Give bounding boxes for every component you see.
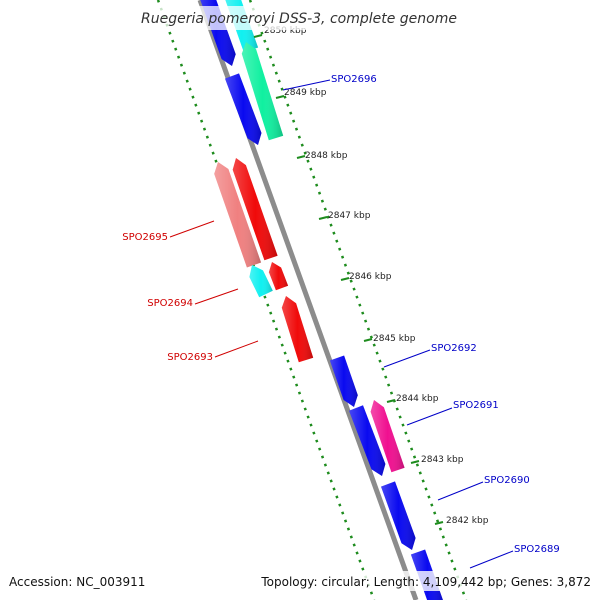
topology-summary: Topology: circular; Length: 4,109,442 bp… [260, 575, 591, 589]
title-backdrop [140, 6, 458, 30]
tick-label: 2848 kbp [305, 151, 348, 161]
gene-feature-teal-spo2696-shading [241, 42, 284, 141]
tick-mark [340, 277, 350, 281]
gene-feature-blue-spo2690-shading [381, 481, 416, 550]
gene-leader-lines [169, 79, 514, 569]
leader-spo2696 [282, 79, 331, 91]
footer-backdrop-right [258, 571, 596, 591]
tick-label: 2844 kbp [396, 394, 439, 404]
tick-label: 2847 kbp [328, 211, 371, 221]
map-title: Ruegeria pomeroyi DSS-3, complete genome [141, 11, 457, 27]
accession-text: Accession: NC_003911 [9, 575, 145, 589]
tick-label: 2846 kbp [349, 272, 392, 282]
gene-label-spo2690[interactable]: SPO2690 [484, 475, 530, 486]
gene-label-spo2694[interactable]: SPO2694 [147, 298, 193, 309]
gene-feature-blue-a-shading [225, 73, 262, 145]
tick-mark [410, 460, 420, 464]
leader-spo2690 [437, 481, 484, 501]
leader-spo2695 [169, 220, 215, 238]
tick-label: 2849 kbp [284, 88, 327, 98]
inner-dotted-track [248, 0, 468, 600]
tick-mark [318, 216, 328, 220]
gene-feature-red-b-shading [268, 262, 289, 291]
tick-marks [253, 34, 444, 525]
gene-label-spo2696[interactable]: SPO2696 [331, 74, 377, 85]
tick-mark [386, 399, 396, 403]
gene-feature-salmon-spo2695-shading [214, 162, 262, 268]
gene-label-spo2693[interactable]: SPO2693 [167, 352, 213, 363]
leader-spo2692 [383, 349, 431, 368]
footer-backdrop-left [4, 571, 154, 591]
gene-label-spo2695[interactable]: SPO2695 [122, 232, 168, 243]
gene-feature-red-a-shading [232, 158, 278, 261]
tick-label: 2845 kbp [373, 334, 416, 344]
tick-mark [363, 338, 373, 342]
tick-mark [253, 34, 263, 38]
leader-spo2694 [194, 288, 239, 305]
leader-spo2689 [469, 550, 514, 569]
tick-label: 2843 kbp [421, 455, 464, 465]
leader-spo2693 [214, 340, 259, 358]
tick-mark [434, 521, 444, 525]
tick-labels: 2850 kbp 2849 kbp 2848 kbp 2847 kbp 2846… [264, 26, 489, 526]
gene-label-spo2691[interactable]: SPO2691 [453, 400, 499, 411]
tick-label: 2842 kbp [446, 516, 489, 526]
gene-labels: SPO2696 SPO2695 SPO2694 SPO2693 SPO2692 … [122, 74, 559, 555]
tick-mark [296, 155, 306, 159]
leader-spo2691 [406, 407, 453, 426]
gene-feature-blue-spo2692-shading [329, 355, 358, 407]
tick-label: 2850 kbp [264, 26, 307, 36]
gene-feature-red-spo2693-shading [281, 296, 314, 363]
gene-feature-magenta-spo2691-shading [370, 400, 405, 473]
gene-label-spo2692[interactable]: SPO2692 [431, 343, 477, 354]
gene-label-spo2689[interactable]: SPO2689 [514, 544, 560, 555]
gene-feature-blue-b-shading [349, 405, 386, 476]
gene-features [200, 0, 443, 600]
gene-feature-cyan-spo2694-shading [249, 265, 273, 298]
tick-mark [275, 95, 285, 99]
